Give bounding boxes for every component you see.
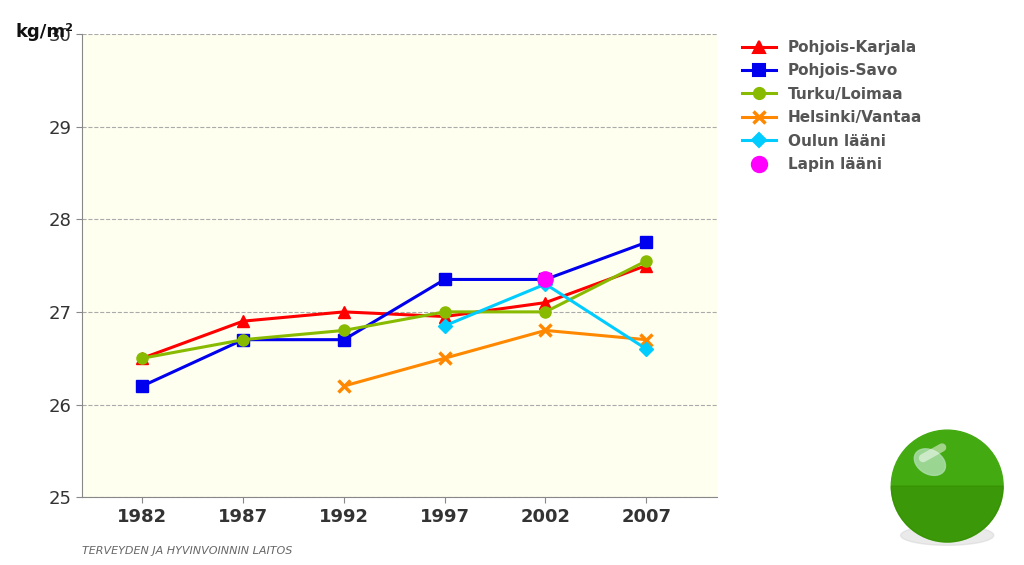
Text: kg/m²: kg/m² (15, 23, 74, 41)
Text: TERVEYDEN JA HYVINVOINNIN LAITOS: TERVEYDEN JA HYVINVOINNIN LAITOS (82, 546, 292, 556)
Wedge shape (891, 486, 1004, 542)
Legend: Pohjois-Karjala, Pohjois-Savo, Turku/Loimaa, Helsinki/Vantaa, Oulun lääni, Lapin: Pohjois-Karjala, Pohjois-Savo, Turku/Loi… (736, 34, 929, 178)
Ellipse shape (914, 449, 945, 475)
Ellipse shape (901, 525, 993, 545)
Circle shape (891, 430, 1004, 542)
FancyArrowPatch shape (923, 447, 942, 458)
